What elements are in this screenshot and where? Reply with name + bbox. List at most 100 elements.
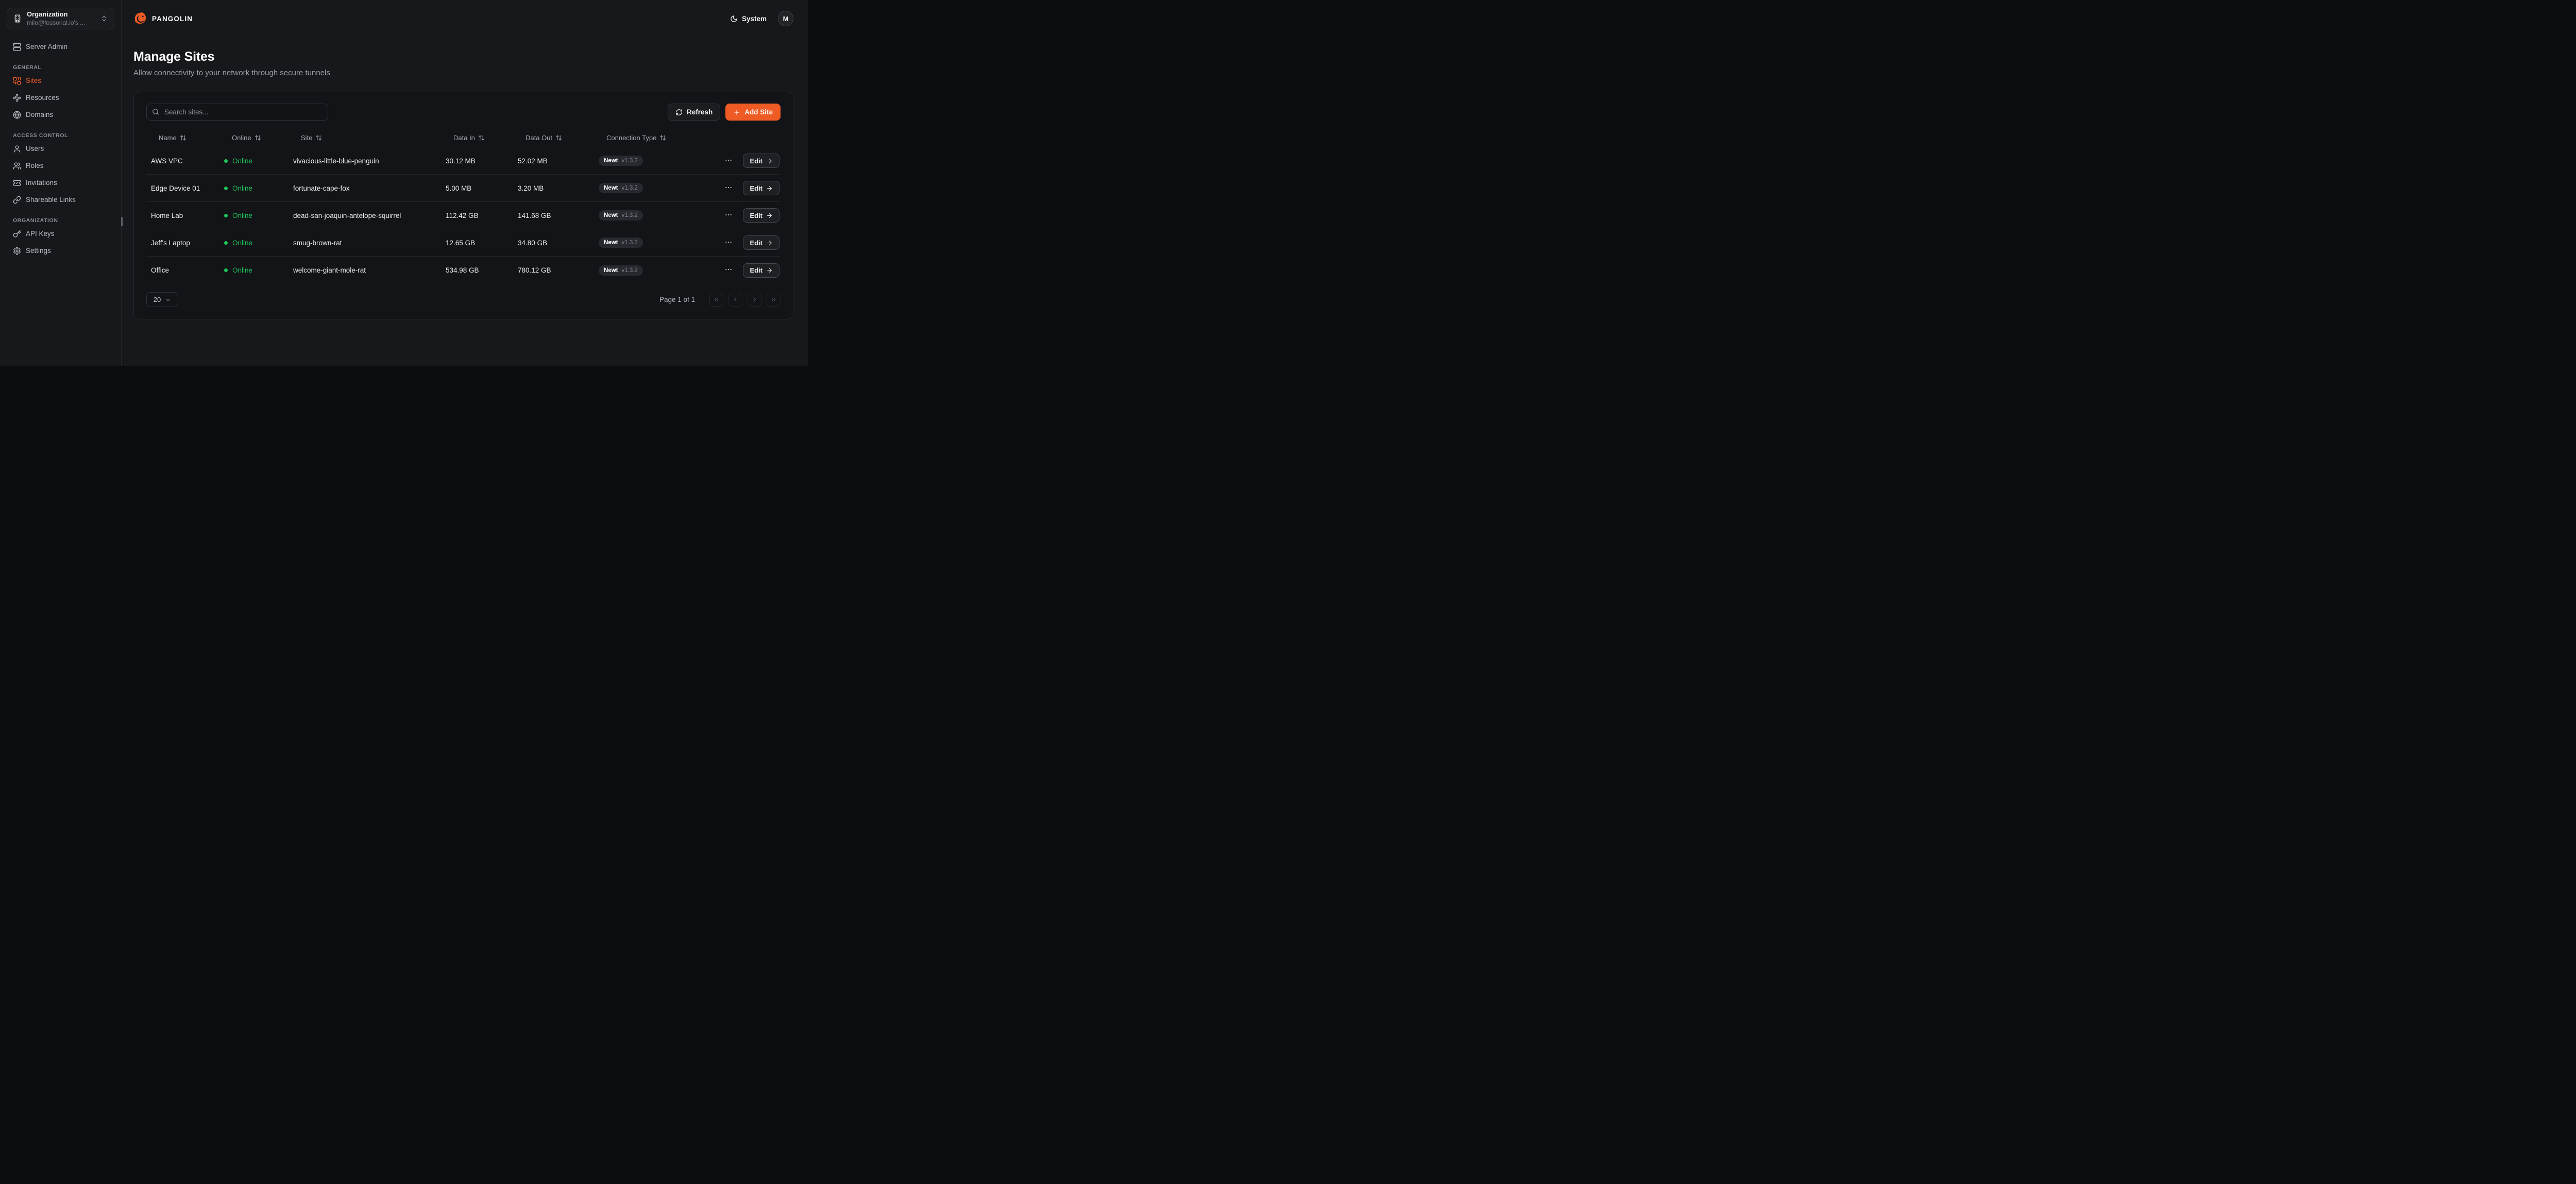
first-page-button[interactable] xyxy=(709,293,723,307)
row-menu-button[interactable] xyxy=(722,237,735,249)
row-menu-button[interactable] xyxy=(722,182,735,194)
sidebar-item-roles[interactable]: Roles xyxy=(7,157,114,174)
sidebar-item-label: Settings xyxy=(26,247,51,255)
sidebar-item-invitations[interactable]: Invitations xyxy=(7,174,114,191)
table-row: Jeff's Laptop Online smug-brown-rat 12.6… xyxy=(146,229,781,257)
connection-badge: Newt v1.3.2 xyxy=(599,238,643,248)
brand[interactable]: PANGOLIN xyxy=(133,12,193,26)
cell-actions: Edit xyxy=(689,263,781,278)
sidebar-item-label: API Keys xyxy=(26,230,55,238)
theme-toggle[interactable]: System xyxy=(730,15,767,23)
sort-arrows-icon xyxy=(180,134,187,141)
cell-name: Edge Device 01 xyxy=(151,184,200,192)
edit-button[interactable]: Edit xyxy=(743,235,779,250)
cell-site: vivacious-little-blue-penguin xyxy=(293,157,379,165)
edit-button[interactable]: Edit xyxy=(743,208,779,223)
search-icon xyxy=(152,108,159,115)
row-menu-button[interactable] xyxy=(722,210,735,222)
cell-connection-type: Newt v1.3.2 xyxy=(594,210,689,221)
online-status-dot xyxy=(224,186,228,190)
column-sort-button[interactable]: Data Out xyxy=(513,134,594,142)
edit-button[interactable]: Edit xyxy=(743,154,779,168)
edit-label: Edit xyxy=(750,239,762,247)
sidebar-item-label: Users xyxy=(26,145,44,153)
column-label: Data Out xyxy=(526,133,553,142)
column-sort-button[interactable]: Connection Type xyxy=(594,134,689,142)
sites-table-header: Name Online Site Data In Data Out Connec… xyxy=(146,128,781,147)
sidebar-item-label: Domains xyxy=(26,111,54,119)
sidebar-scrollbar-thumb[interactable] xyxy=(121,217,123,226)
ellipsis-icon xyxy=(724,211,733,219)
column-label: Data In xyxy=(453,133,475,142)
gear-icon xyxy=(13,247,21,255)
edit-button[interactable]: Edit xyxy=(743,181,779,195)
sidebar-item-server-admin[interactable]: Server Admin xyxy=(7,38,114,55)
connection-type: Newt xyxy=(604,212,618,218)
sidebar-item-shareable-links[interactable]: Shareable Links xyxy=(7,191,114,208)
topbar-right: System M xyxy=(730,11,793,26)
organization-selector[interactable]: Organization milo@fossorial.io's ... xyxy=(7,8,114,29)
cell-data-out: 3.20 MB xyxy=(518,184,544,192)
moon-icon xyxy=(730,15,738,23)
sort-arrows-icon xyxy=(478,134,485,141)
waypoints-icon xyxy=(13,94,21,102)
arrow-right-icon xyxy=(766,185,773,192)
main-content: PANGOLIN System M Manage Sites Allow con… xyxy=(122,0,808,366)
row-menu-button[interactable] xyxy=(722,264,735,276)
connection-badge: Newt v1.3.2 xyxy=(599,265,643,276)
connection-type: Newt xyxy=(604,158,618,164)
online-status-dot xyxy=(224,159,228,163)
connection-version: v1.3.2 xyxy=(621,212,638,218)
table-row: Office Online welcome-giant-mole-rat 534… xyxy=(146,257,781,284)
sidebar-section-items: Sites Resources Domains xyxy=(7,72,114,123)
cell-site: smug-brown-rat xyxy=(293,239,342,247)
sidebar-item-domains[interactable]: Domains xyxy=(7,106,114,123)
last-page-button[interactable] xyxy=(767,293,781,307)
chevrons-up-down-icon xyxy=(100,15,108,22)
cell-online: Online xyxy=(219,239,289,247)
chevron-right-icon xyxy=(751,296,758,303)
sidebar-item-api-keys[interactable]: API Keys xyxy=(7,225,114,242)
chevrons-left-icon xyxy=(713,296,720,303)
avatar[interactable]: M xyxy=(778,11,793,26)
sidebar-section: GENERAL Sites Resources Domains xyxy=(7,64,114,123)
cell-data-in: 12.65 GB xyxy=(446,239,476,247)
sidebar-item-resources[interactable]: Resources xyxy=(7,89,114,106)
cell-online: Online xyxy=(219,184,289,192)
search-input[interactable] xyxy=(146,104,328,121)
page-title: Manage Sites xyxy=(133,49,215,64)
connection-version: v1.3.2 xyxy=(621,267,638,274)
add-site-button[interactable]: Add Site xyxy=(725,104,781,121)
prev-page-button[interactable] xyxy=(728,293,742,307)
ellipsis-icon xyxy=(724,238,733,246)
column-sort-button[interactable]: Online xyxy=(219,134,289,142)
cell-connection-type: Newt v1.3.2 xyxy=(594,156,689,166)
sidebar-item-sites[interactable]: Sites xyxy=(7,72,114,89)
chevron-down-icon xyxy=(165,297,171,303)
refresh-label: Refresh xyxy=(686,108,713,116)
table-row: Edge Device 01 Online fortunate-cape-fox… xyxy=(146,175,781,202)
cell-actions: Edit xyxy=(689,208,781,223)
page-size-select[interactable]: 20 xyxy=(146,292,178,307)
sidebar-item-settings[interactable]: Settings xyxy=(7,242,114,259)
column-sort-button[interactable]: Site xyxy=(289,134,441,142)
cell-actions: Edit xyxy=(689,235,781,250)
cell-online: Online xyxy=(219,157,289,165)
user-icon xyxy=(13,145,21,153)
column-sort-button[interactable]: Name xyxy=(146,134,219,142)
edit-button[interactable]: Edit xyxy=(743,263,779,278)
table-row: AWS VPC Online vivacious-little-blue-pen… xyxy=(146,147,781,175)
column-label: Name xyxy=(159,133,177,142)
next-page-button[interactable] xyxy=(748,293,761,307)
ellipsis-icon xyxy=(724,183,733,192)
link-icon xyxy=(13,196,21,204)
row-menu-button[interactable] xyxy=(722,155,735,167)
combine-icon xyxy=(13,77,21,85)
cell-name: Home Lab xyxy=(151,211,183,219)
sidebar-item-users[interactable]: Users xyxy=(7,140,114,157)
key-icon xyxy=(13,230,21,238)
refresh-button[interactable]: Refresh xyxy=(667,104,721,121)
column-sort-button[interactable]: Data In xyxy=(441,134,513,142)
add-site-label: Add Site xyxy=(744,108,773,116)
cell-actions: Edit xyxy=(689,154,781,168)
